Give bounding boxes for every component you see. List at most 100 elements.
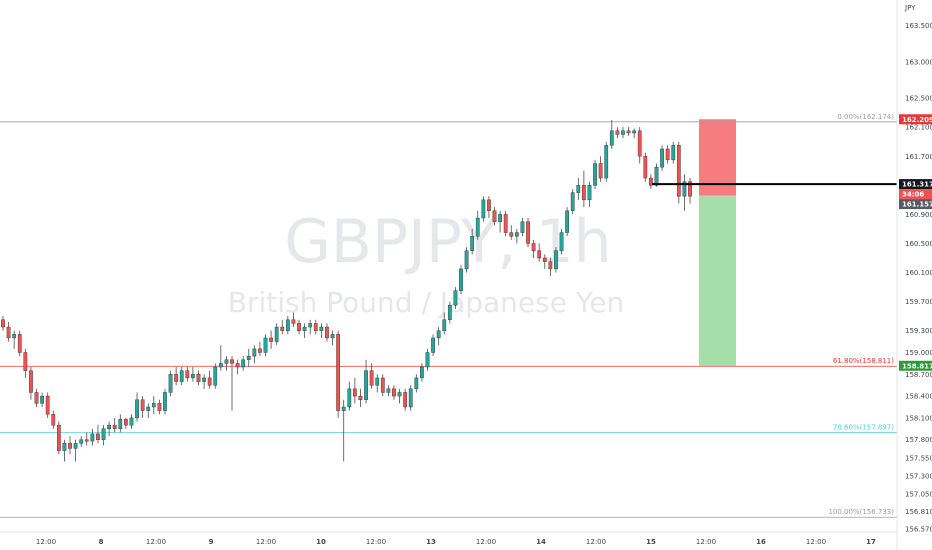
candle-body	[408, 388, 413, 408]
candle	[615, 127, 620, 139]
fib-retracement[interactable]: 0.00%(162.174) 61.80%(158.811) 78.60%(157.…	[0, 113, 897, 518]
x-tick-label: 15	[646, 538, 656, 546]
candle	[498, 210, 502, 233]
x-tick-label: 12:00	[146, 538, 166, 546]
candle	[90, 428, 95, 446]
candle-body	[358, 395, 363, 400]
candle	[196, 370, 201, 386]
candle-body	[263, 337, 268, 353]
candle	[487, 196, 491, 219]
candle	[531, 239, 536, 259]
fib-label-fib618: 61.80%(158.811)	[833, 357, 894, 365]
candle-body	[274, 326, 279, 342]
candle	[397, 388, 402, 404]
y-tick-label: 157.300	[905, 473, 932, 481]
candle-body	[73, 443, 78, 449]
candle-body	[17, 334, 22, 353]
y-tick-label: 157.800	[905, 436, 932, 444]
candle	[503, 210, 508, 237]
candle-body	[101, 428, 106, 440]
candle-body	[202, 377, 206, 382]
candle	[308, 319, 313, 335]
candle-body	[151, 403, 156, 408]
candle-body	[56, 424, 61, 451]
candle-body	[464, 250, 469, 270]
candle-body	[336, 334, 340, 411]
candle	[330, 330, 335, 346]
candle	[179, 367, 184, 386]
candle-body	[375, 377, 380, 386]
candle-body	[291, 319, 296, 324]
candle-body	[369, 370, 374, 386]
candle-body	[576, 185, 581, 193]
candle-body	[649, 177, 653, 186]
candle-body	[559, 232, 564, 251]
candle-body	[654, 166, 659, 186]
y-tick-label: 159.300	[905, 327, 932, 335]
candle	[107, 421, 111, 437]
candle-body	[447, 305, 452, 320]
candle	[481, 196, 486, 222]
y-tick-label: 158.400	[905, 393, 932, 401]
target-price-badge-bg	[899, 360, 932, 371]
candle	[23, 348, 28, 378]
candle-body	[140, 399, 145, 411]
candle	[280, 319, 285, 335]
y-tick-label: 162.100	[905, 124, 932, 132]
stop-price-badge-bg	[899, 114, 932, 125]
candle	[408, 385, 413, 411]
candle-body	[258, 348, 262, 353]
candle-body	[6, 326, 11, 339]
time-axis[interactable]: 12:00 8 12:00 9 12:00 10 12:00 13 12:00 14 12:00 15…	[36, 538, 876, 546]
candle	[570, 188, 575, 215]
candle	[548, 258, 553, 277]
candle	[576, 178, 581, 200]
candle-body	[325, 326, 329, 339]
candle	[68, 436, 72, 455]
candle-body	[587, 185, 592, 201]
x-tick-label: 12:00	[36, 538, 56, 546]
candle-body	[492, 210, 497, 222]
candle-body	[520, 221, 525, 233]
candle	[101, 425, 106, 446]
candle-body	[598, 163, 603, 179]
candle-body	[185, 370, 190, 379]
candle	[369, 363, 374, 389]
candle	[425, 348, 430, 371]
candle-body	[179, 370, 184, 382]
candle-body	[353, 388, 357, 397]
candle-body	[308, 323, 313, 328]
candle	[258, 341, 262, 357]
candle-body	[531, 243, 536, 251]
candle	[649, 174, 653, 189]
current-price-badge: 161.317	[899, 179, 932, 190]
candle	[526, 218, 530, 248]
candle	[665, 145, 670, 164]
candle-body	[537, 250, 542, 259]
candle	[459, 265, 463, 295]
candle-body	[442, 319, 447, 331]
candle	[230, 356, 234, 411]
x-tick-label: 13	[426, 538, 436, 546]
candle-body	[682, 181, 687, 197]
candle-body	[313, 323, 318, 331]
candle	[403, 388, 408, 411]
x-tick-label: 9	[209, 538, 214, 546]
candle-body	[302, 326, 307, 331]
candle-body	[643, 156, 648, 179]
candle	[241, 356, 246, 371]
countdown-badge: 34:06	[899, 189, 932, 200]
candle	[291, 312, 296, 328]
candle	[336, 330, 340, 418]
candle-body	[29, 370, 33, 393]
candle	[17, 330, 22, 357]
candle-body	[582, 185, 586, 201]
candle	[364, 359, 368, 404]
candle-body	[12, 334, 17, 339]
candle	[380, 374, 385, 397]
y-tick-label: 163.000	[905, 58, 932, 66]
candle-body	[526, 221, 530, 244]
y-tick-label: 159.000	[905, 349, 932, 357]
candle	[520, 218, 525, 237]
